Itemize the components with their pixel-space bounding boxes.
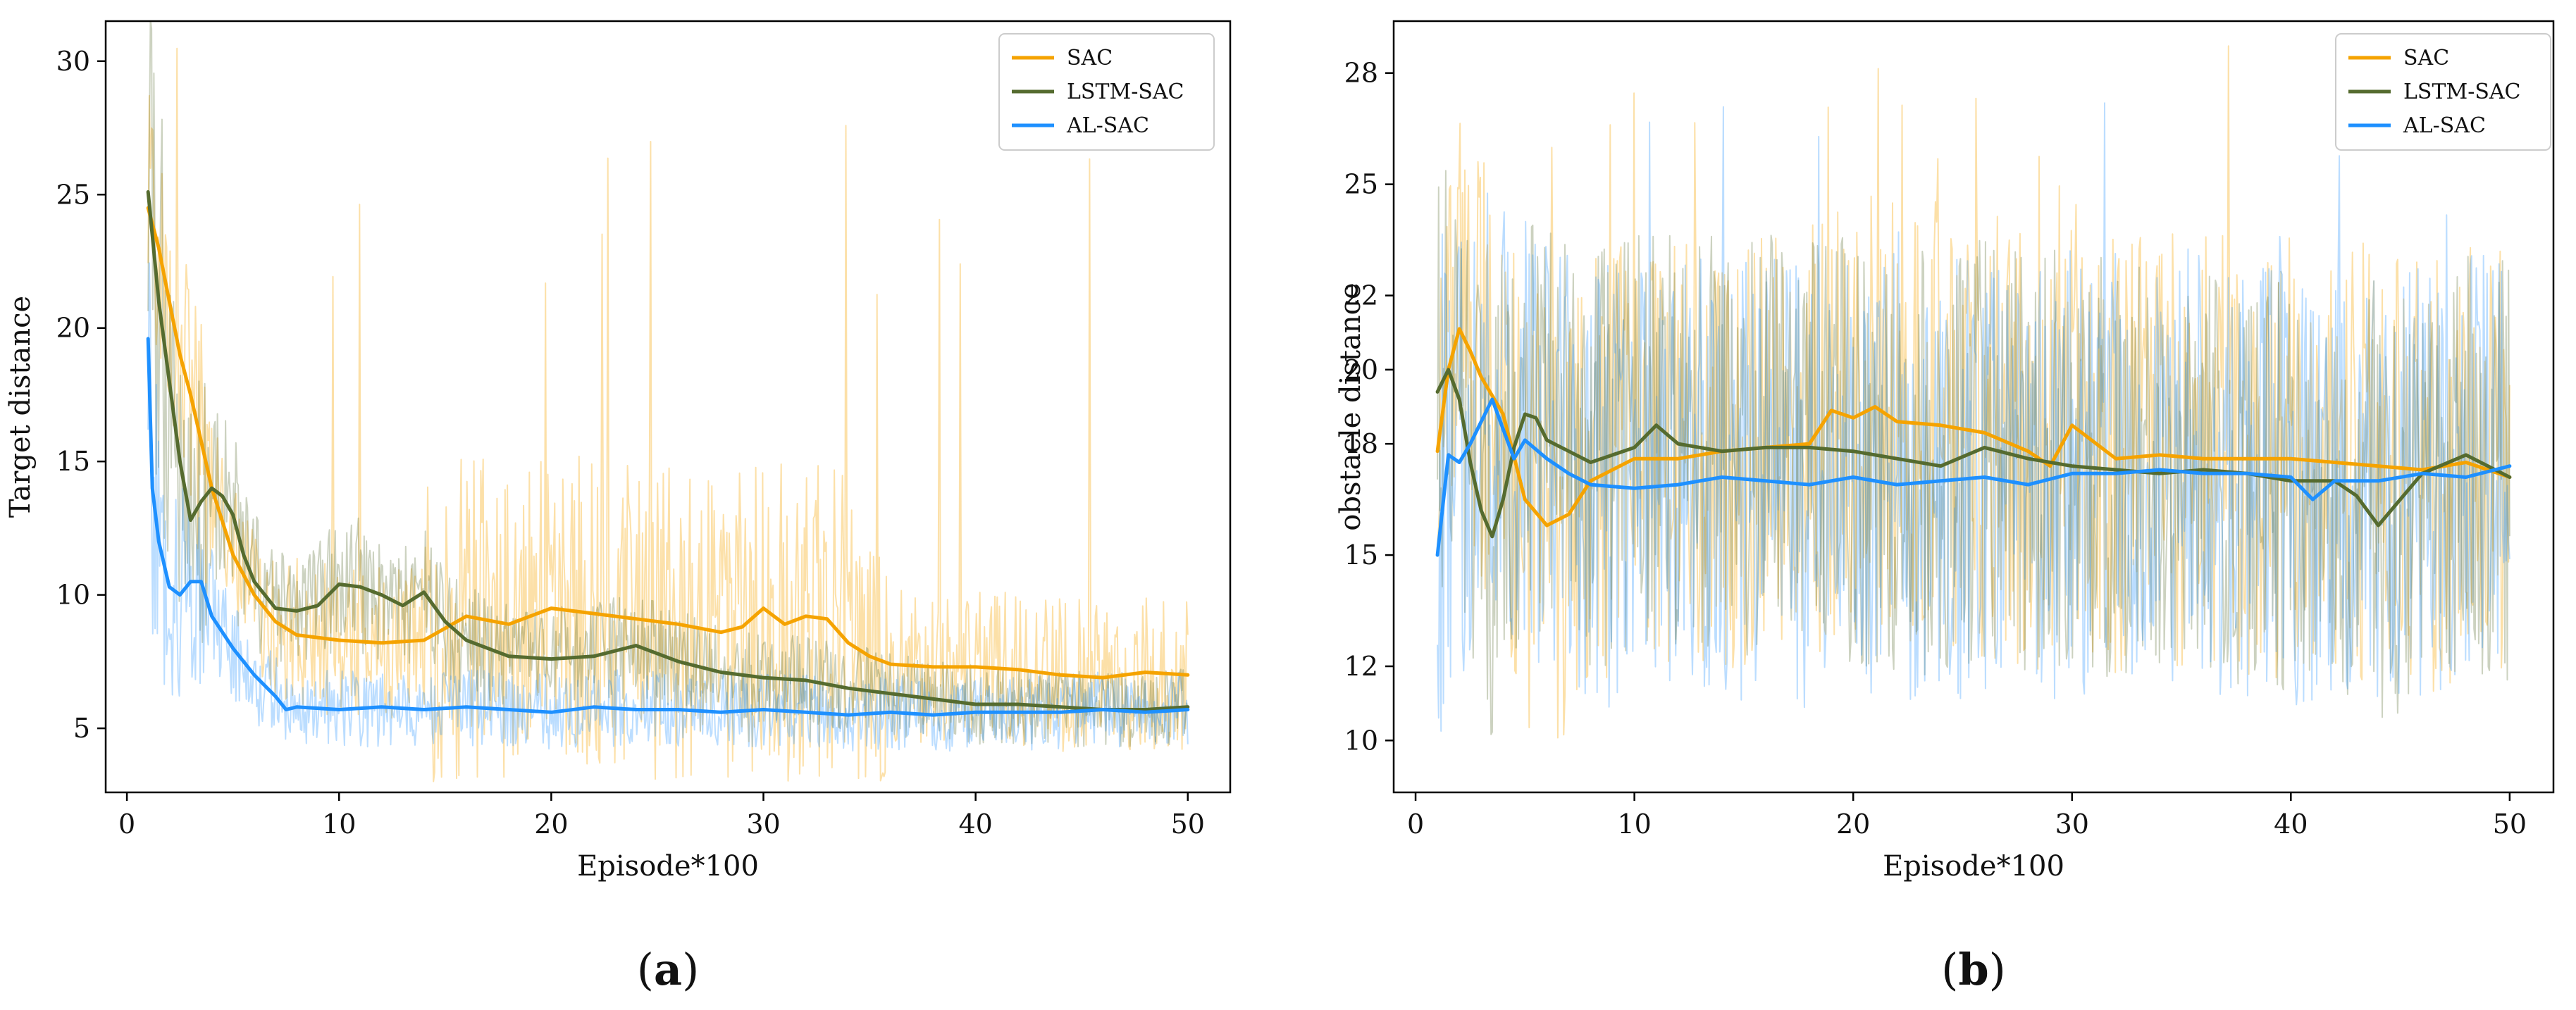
y-tick-label: 20 <box>1344 354 1378 385</box>
legend-box <box>998 33 1215 151</box>
legend-label-al-sac: AL-SAC <box>1066 113 1149 138</box>
legend-label-lstm-sac: LSTM-SAC <box>1067 80 1184 104</box>
x-tick-label: 30 <box>2055 809 2089 840</box>
panel-caption: (b) <box>1941 944 2006 995</box>
series-line-lstm-sac <box>146 190 1190 711</box>
series-line-al-sac <box>146 337 1190 717</box>
y-tick-label: 10 <box>56 580 90 611</box>
series-line-lstm-sac <box>1435 368 2512 539</box>
y-tick-label: 5 <box>73 713 90 744</box>
panel-caption: (a) <box>637 944 700 995</box>
y-tick-label: 12 <box>1344 651 1378 682</box>
x-tick-label: 30 <box>746 809 780 840</box>
series-line-sac <box>146 206 1190 680</box>
panel-a: 0 10 20 30 40 50 5 10 15 20 25 30 Episode*100 Target … <box>4 20 1232 995</box>
panel-b: 0 10 20 30 40 50 10 12 15 18 20 22 25 28 Episode*100 ob… <box>1335 20 2555 995</box>
axes-frame <box>1392 20 2555 794</box>
legend: SAC LSTM-SAC AL-SAC <box>998 33 1215 151</box>
axes-frame <box>104 20 1232 794</box>
y-axis-title: obstacle distance <box>1335 282 1367 530</box>
y-tick-label: 25 <box>1344 169 1378 200</box>
legend-label-lstm-sac: LSTM-SAC <box>2403 80 2521 104</box>
x-tick-label: 50 <box>1171 809 1205 840</box>
x-tick-label: 40 <box>958 809 992 840</box>
y-tick-label: 30 <box>56 46 90 77</box>
x-axis-title: Episode*100 <box>577 850 759 883</box>
legend-label-sac: SAC <box>1067 46 1113 70</box>
x-tick-label: 10 <box>322 809 356 840</box>
y-tick-label: 28 <box>1344 58 1378 89</box>
x-tick-label: 40 <box>2274 809 2308 840</box>
raw-band-lstm-sac <box>1437 170 2510 735</box>
legend-box <box>2335 33 2551 151</box>
plot-area <box>1435 45 2512 739</box>
legend-label-sac: SAC <box>2403 46 2449 70</box>
legend-label-al-sac: AL-SAC <box>2403 113 2486 138</box>
raw-band-al-sac <box>147 262 1189 752</box>
y-axis-title: Target distance <box>4 296 37 518</box>
y-tick-label: 18 <box>1344 428 1378 459</box>
y-tick-label: 20 <box>56 313 90 344</box>
y-tick-label: 25 <box>56 179 90 210</box>
raw-band-lstm-sac <box>147 21 1189 748</box>
y-tick-label: 22 <box>1344 280 1378 311</box>
y-tick-label: 15 <box>1344 540 1378 571</box>
plot-area <box>146 21 1190 783</box>
raw-band-sac <box>1437 45 2510 739</box>
raw-band-al-sac <box>1437 102 2510 732</box>
y-tick-label: 10 <box>1344 725 1378 756</box>
x-tick-label: 20 <box>1836 809 1870 840</box>
legend: SAC LSTM-SAC AL-SAC <box>2335 33 2551 151</box>
series-line-al-sac <box>1435 397 2512 557</box>
x-tick-label: 10 <box>1617 809 1651 840</box>
x-tick-label: 20 <box>534 809 568 840</box>
x-axis-title: Episode*100 <box>1883 850 2064 883</box>
x-tick-label: 0 <box>1407 809 1424 840</box>
x-tick-label: 0 <box>118 809 135 840</box>
x-tick-label: 50 <box>2493 809 2527 840</box>
y-tick-label: 15 <box>56 446 90 477</box>
